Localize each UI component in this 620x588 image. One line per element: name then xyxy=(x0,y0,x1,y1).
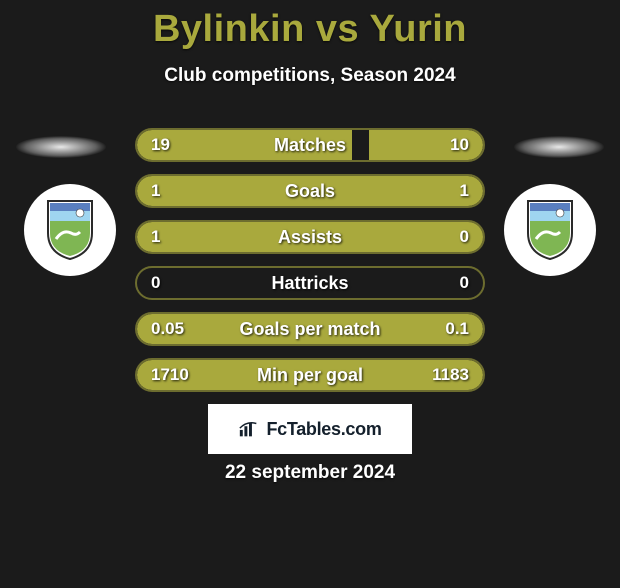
stat-row-goals-per-match: 0.05 Goals per match 0.1 xyxy=(135,312,485,346)
value-left: 1 xyxy=(137,181,197,201)
value-right: 0 xyxy=(423,273,483,293)
stat-row-hattricks: 0 Hattricks 0 xyxy=(135,266,485,300)
value-right: 1 xyxy=(423,181,483,201)
value-right: 0.1 xyxy=(423,319,483,339)
brand-link[interactable]: FcTables.com xyxy=(208,404,412,454)
stat-label: Assists xyxy=(197,227,423,248)
value-right: 10 xyxy=(423,135,483,155)
stat-label: Hattricks xyxy=(197,273,423,294)
value-left: 1 xyxy=(137,227,197,247)
value-left: 0.05 xyxy=(137,319,197,339)
stat-label: Goals per match xyxy=(197,319,423,340)
stat-row-goals: 1 Goals 1 xyxy=(135,174,485,208)
stats-container: 19 Matches 10 1 Goals 1 1 Assists 0 0 Ha… xyxy=(0,128,620,404)
stat-row-min-per-goal: 1710 Min per goal 1183 xyxy=(135,358,485,392)
value-left: 0 xyxy=(137,273,197,293)
brand-text: FcTables.com xyxy=(266,419,381,440)
value-right: 1183 xyxy=(423,365,483,385)
value-left: 19 xyxy=(137,135,197,155)
stat-row-matches: 19 Matches 10 xyxy=(135,128,485,162)
stat-label: Min per goal xyxy=(197,365,423,386)
stat-label: Goals xyxy=(197,181,423,202)
chart-bars-icon xyxy=(238,418,260,440)
footer-date: 22 september 2024 xyxy=(0,462,620,484)
stat-label: Matches xyxy=(197,135,423,156)
subtitle: Club competitions, Season 2024 xyxy=(0,65,620,87)
value-left: 1710 xyxy=(137,365,197,385)
value-right: 0 xyxy=(423,227,483,247)
stat-row-assists: 1 Assists 0 xyxy=(135,220,485,254)
page-title: Bylinkin vs Yurin xyxy=(0,8,620,51)
